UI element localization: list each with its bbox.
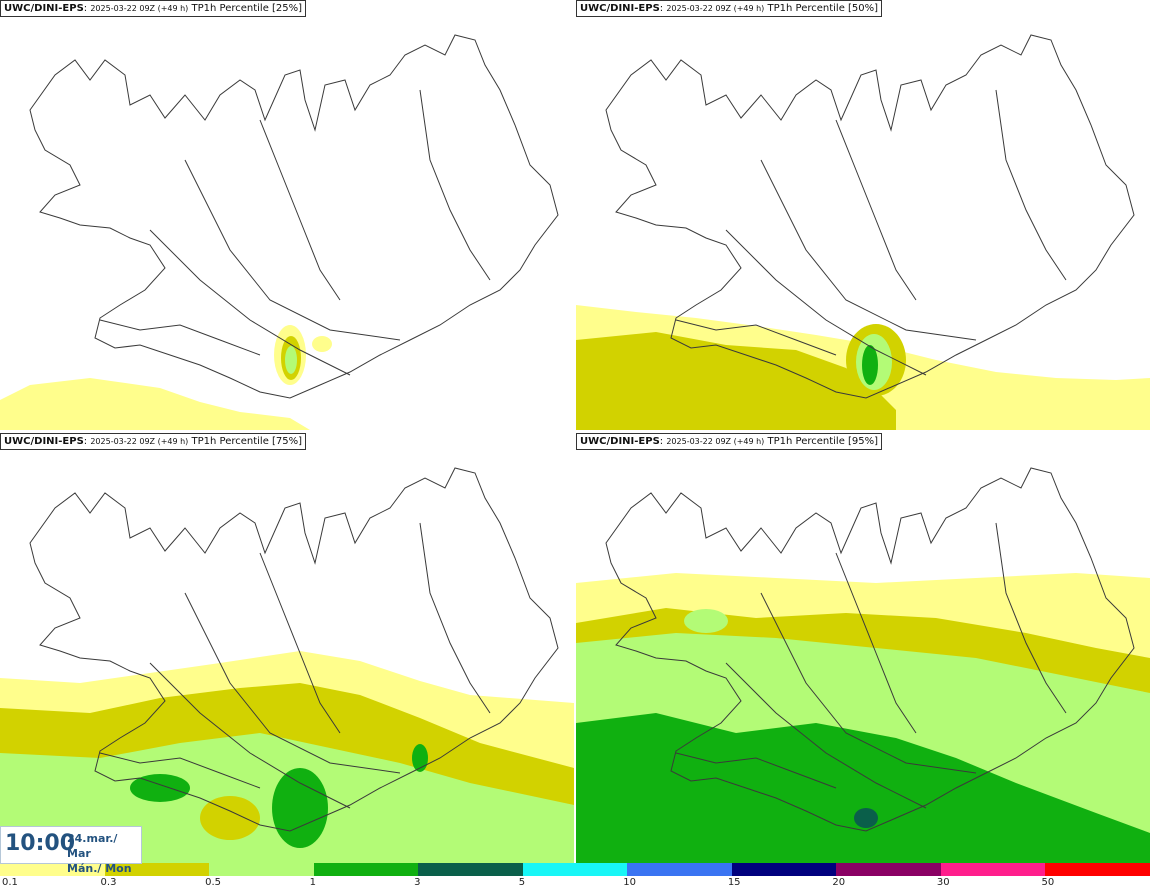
legend-tick-label: 50 xyxy=(1041,877,1055,888)
legend-swatch xyxy=(522,863,629,876)
legend-tick-label: 5 xyxy=(518,877,526,888)
legend-tick-label: 10 xyxy=(623,877,636,888)
color-legend-ticks: 0.1 0.3 0.5 1 3 5 10 15 20 30 50 xyxy=(0,876,1150,891)
legend-swatch xyxy=(836,863,942,876)
valid-date-line1: 24.mar./ Mar xyxy=(67,832,118,860)
legend-tick-label: 3 xyxy=(414,877,421,888)
legend-swatch xyxy=(0,863,106,876)
separator: : xyxy=(83,3,91,14)
panel-title: UWC/DINI-EPS: 2025-03-22 09Z (+49 h) TP1… xyxy=(576,433,883,450)
product-name: TP1h Percentile [50%] xyxy=(767,3,879,14)
color-legend-bar xyxy=(0,863,1150,876)
legend-swatch xyxy=(104,863,211,876)
legend-tick-label: 15 xyxy=(727,877,741,888)
coastline xyxy=(605,467,1135,832)
run-time: 2025-03-22 09Z (+49 h) xyxy=(90,437,189,446)
map-panel-p50: UWC/DINI-EPS: 2025-03-22 09Z (+49 h) TP1… xyxy=(576,0,1150,430)
valid-time-date: 24.mar./ Mar Mán./ Mon xyxy=(67,831,141,876)
run-time: 2025-03-22 09Z (+49 h) xyxy=(666,437,765,446)
separator: : xyxy=(659,3,667,14)
coastline xyxy=(29,34,559,399)
legend-swatch xyxy=(731,863,838,876)
legend-swatch xyxy=(209,863,315,876)
legend-swatch xyxy=(1045,863,1150,876)
coastline xyxy=(605,34,1135,399)
precip-map xyxy=(576,34,1150,430)
legend-tick-label: 30 xyxy=(936,877,950,888)
valid-time-box: 10:00 24.mar./ Mar Mán./ Mon xyxy=(0,826,142,875)
panel-title: UWC/DINI-EPS: 2025-03-22 09Z (+49 h) TP1… xyxy=(576,0,883,17)
legend-swatch xyxy=(627,863,733,876)
map-panel-p75: UWC/DINI-EPS: 2025-03-22 09Z (+49 h) TP1… xyxy=(0,433,574,863)
coastline xyxy=(29,467,559,832)
legend-swatch xyxy=(313,863,420,876)
legend-tick-label: 20 xyxy=(832,877,846,888)
model-name: UWC/DINI-EPS xyxy=(4,436,84,447)
legend-swatch xyxy=(940,863,1047,876)
legend-tick-label: 1 xyxy=(309,877,316,888)
precip-map xyxy=(576,467,1150,863)
model-name: UWC/DINI-EPS xyxy=(4,3,84,14)
panel-title: UWC/DINI-EPS: 2025-03-22 09Z (+49 h) TP1… xyxy=(0,0,307,17)
precip-map xyxy=(0,34,559,430)
model-name: UWC/DINI-EPS xyxy=(580,436,660,447)
run-time: 2025-03-22 09Z (+49 h) xyxy=(90,4,189,13)
legend-tick-label: 0.3 xyxy=(100,877,117,888)
valid-date-line2: Mán./ Mon xyxy=(67,862,132,875)
panel-title: UWC/DINI-EPS: 2025-03-22 09Z (+49 h) TP1… xyxy=(0,433,307,450)
legend-swatch xyxy=(418,863,524,876)
legend-tick-label: 0.5 xyxy=(205,877,221,888)
run-time: 2025-03-22 09Z (+49 h) xyxy=(666,4,765,13)
map-panel-p25: UWC/DINI-EPS: 2025-03-22 09Z (+49 h) TP1… xyxy=(0,0,574,430)
separator: : xyxy=(659,436,667,447)
legend-tick-label: 0.1 xyxy=(2,877,18,888)
product-name: TP1h Percentile [25%] xyxy=(191,3,303,14)
map-panel-p95: UWC/DINI-EPS: 2025-03-22 09Z (+49 h) TP1… xyxy=(576,433,1150,863)
precip-map xyxy=(0,467,574,863)
model-name: UWC/DINI-EPS xyxy=(580,3,660,14)
panel-divider-horizontal xyxy=(0,430,1150,433)
valid-time-clock: 10:00 xyxy=(5,831,76,856)
product-name: TP1h Percentile [95%] xyxy=(767,436,879,447)
separator: : xyxy=(83,436,91,447)
product-name: TP1h Percentile [75%] xyxy=(191,436,303,447)
